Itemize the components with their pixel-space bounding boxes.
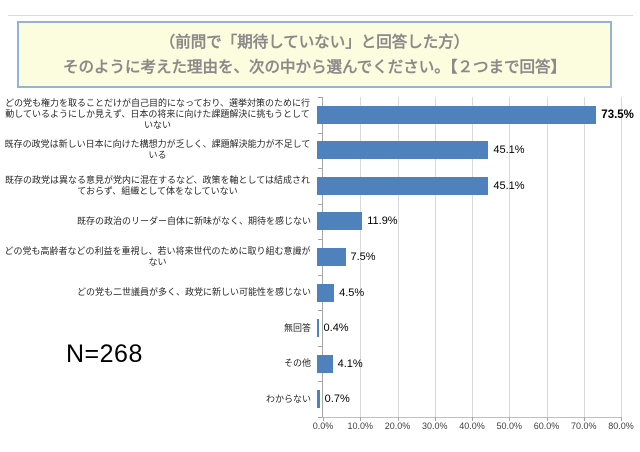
value-axis-tick bbox=[323, 417, 324, 421]
category-label: 既存の政党は新しい日本に向けた構想力が乏しく、課題解決能力が不足している bbox=[4, 139, 311, 161]
category-label-cell: 既存の政治のリーダー自体に新味がなく、期待を感じない bbox=[4, 216, 317, 227]
category-label: その他 bbox=[283, 358, 311, 369]
bar-track: 7.5% bbox=[317, 239, 621, 275]
category-label-cell: どの党も高齢者などの利益を重視し、若い将来世代のために取り組む意識がない bbox=[4, 246, 317, 268]
bar-value-label: 45.1% bbox=[493, 179, 525, 192]
bar-value-label: 4.5% bbox=[339, 286, 365, 299]
category-axis-tick bbox=[318, 346, 322, 347]
gridline bbox=[434, 97, 436, 417]
bar-value-label: 45.1% bbox=[493, 144, 525, 157]
category-label: どの党も高齢者などの利益を重視し、若い将来世代のために取り組む意識がない bbox=[4, 246, 311, 268]
value-axis-tick bbox=[509, 417, 511, 421]
value-axis-tick bbox=[434, 417, 436, 421]
category-label-cell: 既存の政党は異なる意見が党内に混在するなど、政策を軸としては結成されておらず、組… bbox=[4, 175, 317, 197]
gridline bbox=[360, 97, 362, 417]
category-axis-tick bbox=[318, 275, 322, 276]
chart-title-line1: （前問で「期待していない」と回答した方） bbox=[159, 33, 470, 51]
category-axis-tick bbox=[318, 204, 322, 205]
bar-track: 4.1% bbox=[317, 346, 621, 382]
top-divider bbox=[8, 15, 633, 16]
x-tick-label: 70.0% bbox=[570, 421, 597, 431]
category-axis-tick bbox=[318, 97, 322, 98]
bar bbox=[317, 212, 363, 231]
bar-value-label: 0.7% bbox=[324, 393, 350, 406]
bar-row: わからない 0.7% bbox=[4, 382, 621, 418]
category-label-cell: わからない bbox=[4, 394, 317, 405]
bar-value-label: 11.9% bbox=[367, 215, 398, 228]
category-label: 既存の政治のリーダー自体に新味がなく、期待を感じない bbox=[76, 215, 311, 226]
bar-track: 45.1% bbox=[317, 133, 621, 169]
bar bbox=[317, 390, 320, 409]
category-label: どの党も二世議員が多く、政党に新しい可能性を感じない bbox=[76, 287, 311, 298]
x-tick-label: 20.0% bbox=[384, 421, 411, 431]
bar-track: 11.9% bbox=[317, 204, 621, 240]
bar bbox=[317, 283, 335, 302]
category-axis-tick bbox=[318, 239, 322, 240]
bar-track: 0.7% bbox=[317, 382, 621, 418]
bar bbox=[317, 141, 489, 160]
bar-value-label: 73.5% bbox=[601, 108, 634, 121]
chart-title-box: （前問で「期待していない」と回答した方） そのように考えた理由を、次の中から選ん… bbox=[17, 21, 612, 88]
category-label-cell: どの党も二世議員が多く、政党に新しい可能性を感じない bbox=[4, 287, 317, 298]
x-tick-label: 60.0% bbox=[533, 421, 560, 431]
bar-track: 73.5% bbox=[317, 97, 634, 133]
category-axis-tick bbox=[318, 168, 322, 169]
category-axis-tick bbox=[318, 381, 322, 382]
bar-row: 無回答 0.4% bbox=[4, 310, 621, 346]
gridline bbox=[472, 97, 473, 417]
gridline bbox=[509, 97, 511, 417]
bar-value-label: 0.4% bbox=[323, 322, 349, 335]
value-axis-tick bbox=[397, 417, 399, 421]
value-axis-tick bbox=[360, 417, 362, 421]
bar-rows: どの党も権力を取ることだけが自己目的になっており、選挙対策のために行動しているよ… bbox=[4, 97, 634, 418]
bar-value-label: 4.1% bbox=[337, 357, 363, 370]
category-label-cell: 無回答 bbox=[4, 323, 317, 334]
gridline bbox=[546, 97, 548, 417]
x-tick-label: 40.0% bbox=[459, 421, 485, 431]
x-tick-label: 30.0% bbox=[421, 421, 448, 431]
category-label: 既存の政党は異なる意見が党内に混在するなど、政策を軸としては結成されておらず、組… bbox=[4, 174, 311, 196]
sample-size-label: N=268 bbox=[66, 340, 143, 368]
category-label: どの党も権力を取ることだけが自己目的になっており、選挙対策のために行動しているよ… bbox=[5, 98, 310, 131]
bar bbox=[317, 176, 489, 195]
bar-row: 既存の政党は新しい日本に向けた構想力が乏しく、課題解決能力が不足している 45.1… bbox=[4, 133, 621, 169]
bar-row: どの党も二世議員が多く、政党に新しい可能性を感じない 4.5% bbox=[4, 275, 621, 311]
bar-value-label: 7.5% bbox=[350, 251, 376, 264]
plot-area bbox=[323, 97, 622, 417]
bar bbox=[317, 354, 333, 373]
x-tick-label: 0.0% bbox=[312, 421, 334, 431]
bar-row: どの党も高齢者などの利益を重視し、若い将来世代のために取り組む意識がない 7.5% bbox=[4, 239, 621, 275]
gridline bbox=[397, 97, 399, 417]
x-tick-label: 80.0% bbox=[608, 421, 634, 431]
value-axis-tick bbox=[546, 417, 548, 421]
value-axis-tick bbox=[621, 417, 622, 421]
bar bbox=[317, 105, 597, 124]
chart-title-line2: そのように考えた理由を、次の中から選んでください。【２つまで回答】 bbox=[63, 58, 566, 76]
category-label-cell: どの党も権力を取ることだけが自己目的になっており、選挙対策のために行動しているよ… bbox=[4, 98, 317, 131]
gridline bbox=[621, 97, 622, 417]
bar-row: 既存の政党は異なる意見が党内に混在するなど、政策を軸としては結成されておらず、組… bbox=[4, 168, 621, 204]
category-label-cell: 既存の政党は新しい日本に向けた構想力が乏しく、課題解決能力が不足している bbox=[4, 139, 317, 161]
bar-row: どの党も権力を取ることだけが自己目的になっており、選挙対策のために行動しているよ… bbox=[4, 97, 634, 133]
category-label: わからない bbox=[265, 393, 311, 404]
bar-track: 4.5% bbox=[317, 275, 621, 311]
x-tick-label: 50.0% bbox=[496, 421, 523, 431]
gridline bbox=[583, 97, 585, 417]
value-axis-tick bbox=[472, 417, 473, 421]
category-label: 無回答 bbox=[283, 322, 311, 333]
category-axis-tick bbox=[318, 310, 322, 311]
value-axis-tick bbox=[583, 417, 585, 421]
bar-track: 0.4% bbox=[317, 310, 621, 346]
bar bbox=[317, 248, 346, 267]
bar-track: 45.1% bbox=[317, 168, 621, 204]
category-label-cell: その他 bbox=[4, 358, 317, 369]
category-axis-tick bbox=[318, 133, 322, 134]
category-axis-tick bbox=[318, 417, 322, 418]
bar-row: その他 4.1% bbox=[4, 346, 621, 382]
bar bbox=[317, 319, 319, 338]
bar-row: 既存の政治のリーダー自体に新味がなく、期待を感じない 11.9% bbox=[4, 204, 621, 240]
x-tick-label: 10.0% bbox=[347, 421, 374, 431]
